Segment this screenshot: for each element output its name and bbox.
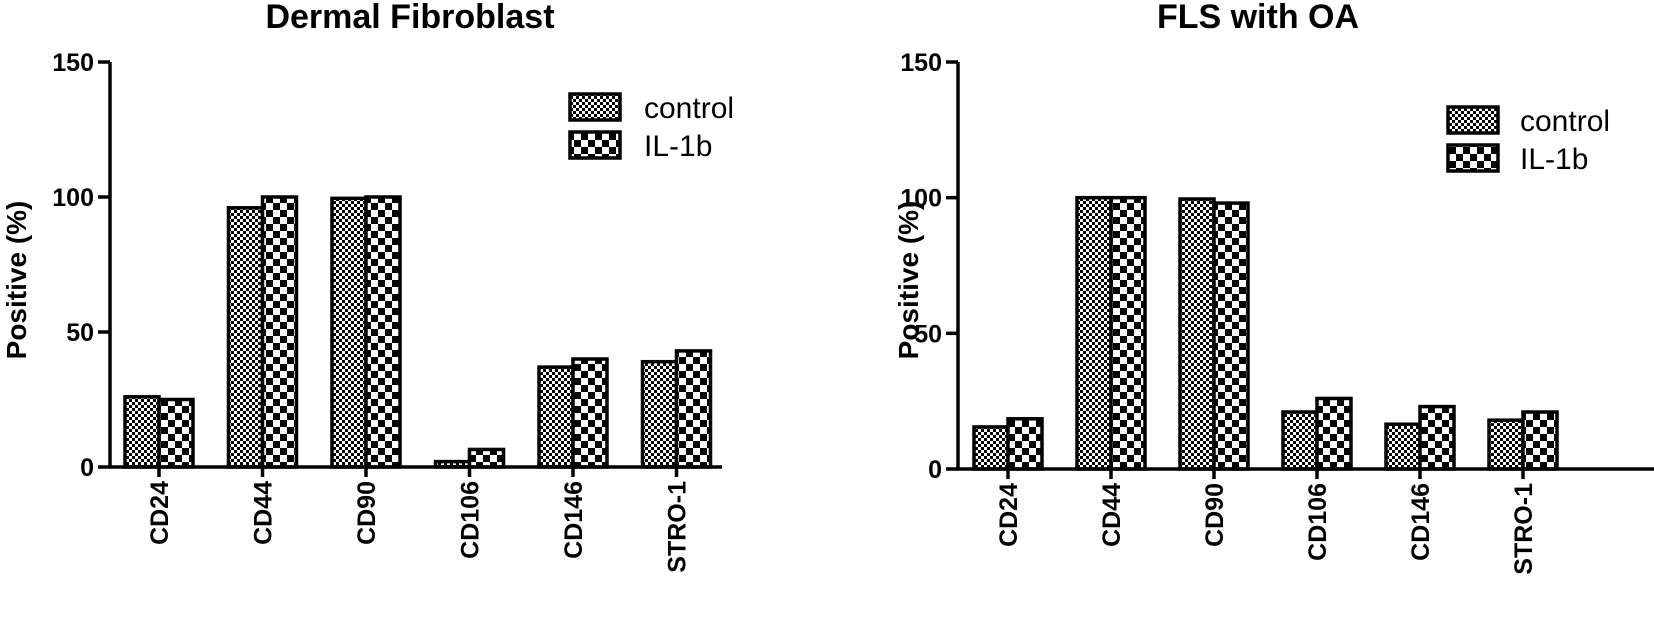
legend-swatch-control — [568, 92, 622, 122]
y-tick-label: 50 — [914, 320, 942, 348]
y-axis-label: Positive (%) — [893, 201, 924, 360]
x-tick-label-cd90: CD90 — [1201, 483, 1229, 547]
legend-swatch-control — [1446, 105, 1500, 135]
legend-label-control: control — [1520, 105, 1610, 138]
bar-cd24-il1b — [1006, 417, 1044, 471]
legend-swatch-il1b — [568, 130, 622, 160]
y-axis-ticks: 0 50 100 150 — [900, 49, 958, 484]
x-tick-label-cd24: CD24 — [146, 481, 174, 545]
y-tick-label: 50 — [66, 319, 94, 347]
chart-panel-dermal-fibroblast: Dermal Fibroblast Positive (%) 0 50 100 150… — [1, 0, 734, 573]
bar-group — [123, 195, 713, 469]
bar-stro-1-il1b — [1521, 410, 1559, 471]
legend-swatch-il1b — [1446, 143, 1500, 173]
bar-cd90-control — [330, 196, 368, 469]
bar-stro-1-control — [640, 359, 679, 469]
bar-cd146-control — [537, 365, 575, 469]
bar-cd44-il1b — [260, 195, 299, 469]
bar-cd90-il1b — [1212, 201, 1250, 471]
bar-stro-1-control — [1487, 418, 1525, 471]
y-tick-label: 100 — [900, 185, 942, 213]
bar-cd146-il1b — [1418, 404, 1456, 471]
bar-stro-1-il1b — [674, 349, 713, 469]
x-tick-label-stro-1: STRO-1 — [1510, 483, 1538, 575]
x-tick-label-cd44: CD44 — [1098, 483, 1126, 547]
y-tick-label: 0 — [928, 456, 942, 484]
bar-cd106-control — [1281, 410, 1319, 471]
y-axis-ticks: 0 50 100 150 — [52, 49, 110, 482]
legend-label-control: control — [644, 92, 734, 125]
y-tick-label: 150 — [900, 49, 942, 77]
bar-cd90-il1b — [364, 195, 402, 469]
bar-cd44-control — [1075, 195, 1113, 471]
chart-title: FLS with OA — [1157, 0, 1359, 36]
y-axis-label: Positive (%) — [1, 201, 32, 360]
y-tick-label: 0 — [80, 454, 94, 482]
bar-group — [972, 195, 1559, 471]
axes — [108, 62, 722, 469]
legend: control IL-1b — [568, 92, 734, 163]
y-tick-label: 100 — [52, 184, 94, 212]
category-labels: CD24 CD44 CD90 CD106 CD146 STRO-1 — [146, 467, 692, 573]
bar-cd24-il1b — [157, 397, 195, 469]
x-tick-label-cd146: CD146 — [560, 481, 588, 559]
bar-cd44-control — [226, 206, 265, 469]
bar-cd90-control — [1178, 197, 1216, 471]
x-tick-label-cd146: CD146 — [1407, 483, 1435, 561]
axes — [956, 62, 1654, 471]
bar-cd106-il1b — [1315, 396, 1353, 471]
bar-cd106-il1b — [467, 447, 506, 469]
bar-cd146-il1b — [571, 357, 609, 469]
bar-cd146-control — [1384, 422, 1422, 471]
legend-label-il1b: IL-1b — [644, 130, 712, 163]
x-tick-label-stro-1: STRO-1 — [664, 481, 692, 573]
bar-cd44-il1b — [1109, 195, 1147, 471]
legend-label-il1b: IL-1b — [1520, 143, 1588, 176]
bar-cd24-control — [972, 425, 1010, 471]
legend: control IL-1b — [1446, 105, 1610, 176]
x-tick-label-cd106: CD106 — [1304, 483, 1332, 561]
y-tick-label: 150 — [52, 49, 94, 77]
category-labels: CD24 CD44 CD90 CD106 CD146 STRO-1 — [995, 469, 1538, 575]
x-tick-label-cd24: CD24 — [995, 483, 1023, 547]
x-tick-label-cd44: CD44 — [250, 481, 278, 545]
x-tick-label-cd90: CD90 — [353, 481, 381, 545]
bar-cd24-control — [123, 395, 161, 469]
chart-title: Dermal Fibroblast — [265, 0, 554, 36]
x-tick-label-cd106: CD106 — [457, 481, 485, 559]
